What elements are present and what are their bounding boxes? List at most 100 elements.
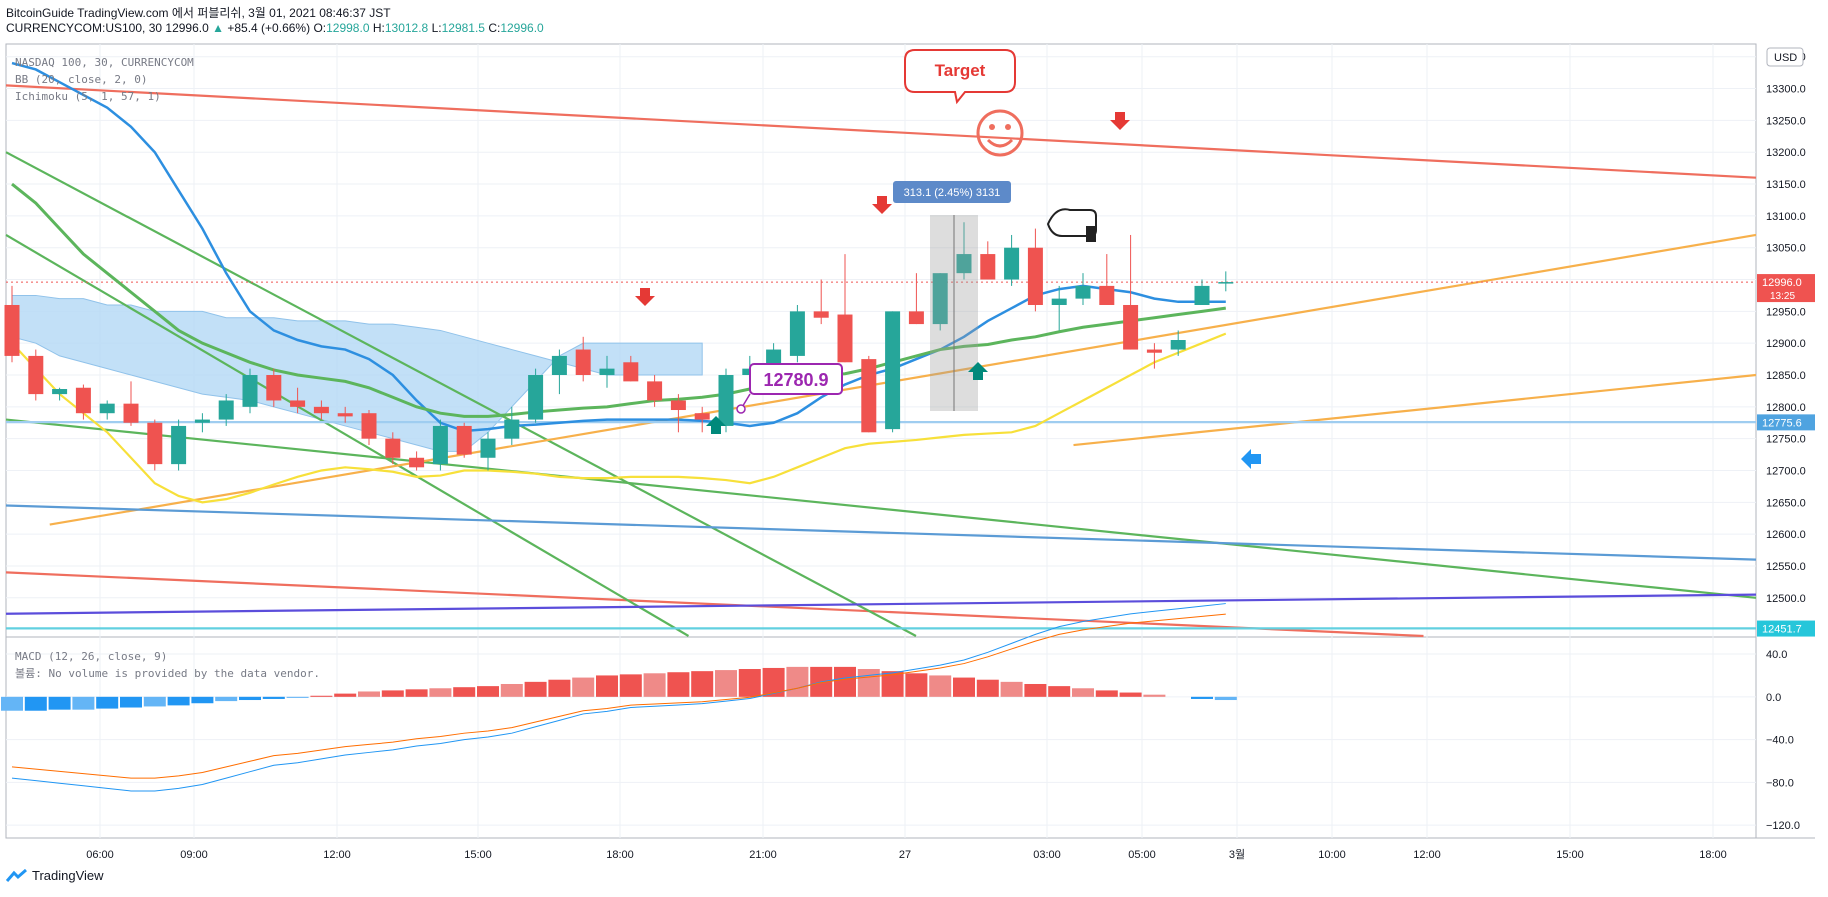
candle[interactable]: [28, 349, 44, 401]
candle[interactable]: [1051, 285, 1067, 331]
y-tick-label: 13050.0: [1766, 243, 1806, 255]
candle[interactable]: [218, 394, 234, 426]
candle[interactable]: [575, 336, 591, 382]
candle[interactable]: [670, 394, 686, 433]
annotations: Target 313.1 (2.45%) 3131 12780.9: [635, 49, 1261, 469]
tradingview-logo[interactable]: TradingView: [6, 868, 104, 883]
macd-histogram-bar: [381, 690, 404, 697]
candle[interactable]: [123, 381, 139, 426]
candle[interactable]: [599, 355, 615, 388]
candle[interactable]: [789, 304, 805, 363]
candle[interactable]: [52, 387, 68, 401]
candle-body: [123, 403, 139, 423]
candle[interactable]: [242, 368, 258, 414]
candle[interactable]: [266, 368, 282, 407]
candle[interactable]: [694, 406, 710, 433]
candle[interactable]: [290, 387, 306, 414]
candle[interactable]: [528, 368, 544, 423]
candle[interactable]: [432, 419, 448, 471]
price-label: 12451.7: [1762, 624, 1802, 636]
candle[interactable]: [623, 355, 639, 382]
candle-body: [99, 403, 115, 414]
candle[interactable]: [361, 410, 377, 446]
candle-body: [694, 413, 710, 420]
candle[interactable]: [908, 273, 924, 325]
candle[interactable]: [885, 311, 901, 433]
low-value: 12981.5: [441, 21, 485, 35]
last-price: 12996.0: [165, 21, 209, 35]
trend-line: [5, 571, 1424, 638]
trend-line: [5, 504, 1757, 561]
candle[interactable]: [171, 419, 187, 471]
smiley-eye-icon: [989, 124, 995, 130]
macd-histogram-bar: [477, 686, 499, 697]
candle[interactable]: [551, 349, 567, 395]
candle-body: [599, 368, 615, 376]
signal-line: [11, 613, 1226, 779]
tradingview-logo-icon: [6, 868, 27, 882]
candle[interactable]: [75, 384, 91, 420]
high-value: 13012.8: [384, 21, 429, 35]
candle-body: [385, 438, 401, 458]
macd-histogram-bar: [786, 666, 809, 697]
x-tick-label: 12:00: [1413, 849, 1441, 861]
macd-histogram-bar: [72, 696, 95, 710]
low-label: L:: [431, 21, 442, 35]
legend-item: NASDAQ 100, 30, CURRENCYCOM: [15, 56, 194, 69]
candle[interactable]: [837, 254, 853, 363]
price-label-box: [1757, 620, 1815, 637]
candle-body: [337, 413, 353, 417]
macd-histogram-bar: [929, 675, 952, 697]
macd-histogram-bar: [334, 693, 357, 697]
macd-histogram-bar: [715, 670, 737, 697]
candle[interactable]: [4, 285, 20, 363]
candle-body: [908, 311, 924, 325]
candle[interactable]: [1123, 234, 1139, 350]
candle[interactable]: [1099, 254, 1115, 305]
candle[interactable]: [1004, 234, 1020, 286]
candle[interactable]: [1194, 279, 1210, 305]
legend-item: BB (20, close, 2, 0): [15, 73, 147, 86]
x-tick-label: 18:00: [606, 849, 634, 861]
macd-histogram-bar: [239, 696, 261, 701]
macd-histogram-bar: [167, 696, 190, 706]
currency-chip[interactable]: [1766, 47, 1804, 67]
candle[interactable]: [99, 400, 115, 420]
ichimoku-cloud: [11, 294, 703, 452]
candle[interactable]: [1146, 343, 1162, 369]
candle[interactable]: [1075, 273, 1091, 305]
candle[interactable]: [956, 222, 972, 280]
candle[interactable]: [385, 432, 401, 465]
candle[interactable]: [980, 241, 996, 280]
candle[interactable]: [409, 451, 425, 471]
macd-histogram-bar: [976, 679, 999, 697]
candle[interactable]: [861, 355, 877, 433]
macd-histogram-bar: [143, 696, 166, 707]
candle[interactable]: [1218, 271, 1234, 292]
x-tick-label: 10:00: [1318, 849, 1346, 861]
candle[interactable]: [718, 368, 734, 433]
candle[interactable]: [313, 400, 329, 420]
macd-histogram-bar: [572, 677, 595, 697]
candle[interactable]: [932, 273, 948, 331]
candle[interactable]: [1170, 330, 1186, 356]
candle[interactable]: [813, 279, 829, 325]
candle[interactable]: [647, 375, 663, 407]
macd-histogram-bar: [905, 673, 928, 697]
x-tick-label: 27: [899, 849, 911, 861]
candles[interactable]: [4, 222, 1234, 471]
candle-body: [242, 375, 258, 407]
left-arrow-icon: [1241, 449, 1261, 469]
candle[interactable]: [1027, 228, 1043, 312]
candle[interactable]: [337, 406, 353, 423]
candle[interactable]: [147, 419, 163, 471]
candle[interactable]: [480, 432, 496, 471]
axes: 12500.0 12550.0 12600.0 12650.0 12700.0 12750…: [86, 47, 1815, 861]
candle[interactable]: [456, 422, 472, 458]
candle[interactable]: [504, 406, 520, 446]
candle[interactable]: [194, 413, 210, 433]
candle-body: [789, 311, 805, 356]
price-label: 12775.6: [1762, 417, 1802, 429]
candle-body: [1218, 282, 1234, 284]
